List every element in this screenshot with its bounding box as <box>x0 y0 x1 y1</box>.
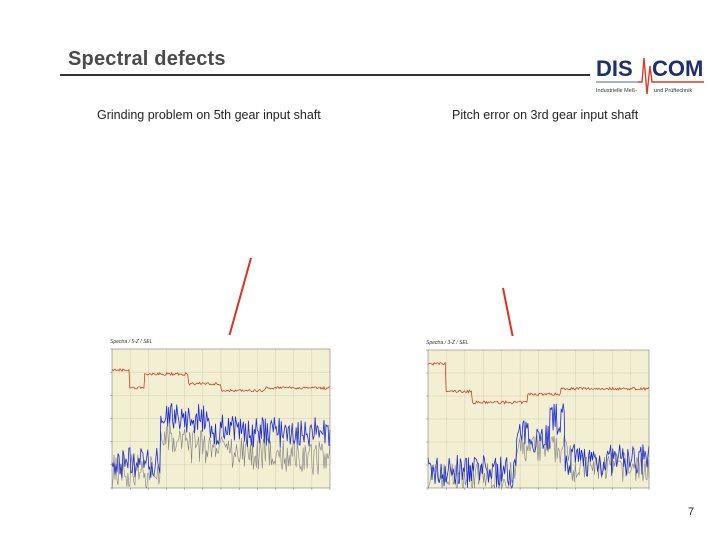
caption-left: Grinding problem on 5th gear input shaft <box>97 108 321 122</box>
plot-frame <box>111 348 331 489</box>
logo-text-com: COM <box>652 56 703 81</box>
title-underline <box>60 74 590 76</box>
spectrum-plot-right <box>426 349 650 490</box>
spectrum-plot-left <box>110 348 331 490</box>
plot-frame <box>427 349 650 489</box>
slide-title: Spectral defects <box>68 48 226 70</box>
logo-subtitle-right: und Prüftechnik <box>654 88 693 94</box>
spectrum-trace <box>111 403 331 478</box>
logo-text-dis: DIS <box>596 56 633 81</box>
page-number: 7 <box>688 506 695 518</box>
spectrum-chart-right: Spectra / 3-Z / SEL <box>416 336 657 498</box>
chart-label-right: Spectra / 3-Z / SEL <box>426 340 469 346</box>
spectrum-trace <box>427 403 650 489</box>
envelope-trace <box>427 361 650 405</box>
caption-right: Pitch error on 3rd gear input shaft <box>452 108 639 122</box>
discom-logo: DIS COM Industrielle Meß- und Prüftechni… <box>594 52 706 98</box>
logo-pulse-icon: DIS COM <box>596 56 704 95</box>
logo-subtitle-left: Industrielle Meß- <box>596 88 637 94</box>
chart-label-left: Spectra / 5-Z / SEL <box>110 339 153 345</box>
envelope-trace <box>111 368 331 393</box>
spectrum-chart-left: Spectra / 5-Z / SEL <box>100 335 338 498</box>
